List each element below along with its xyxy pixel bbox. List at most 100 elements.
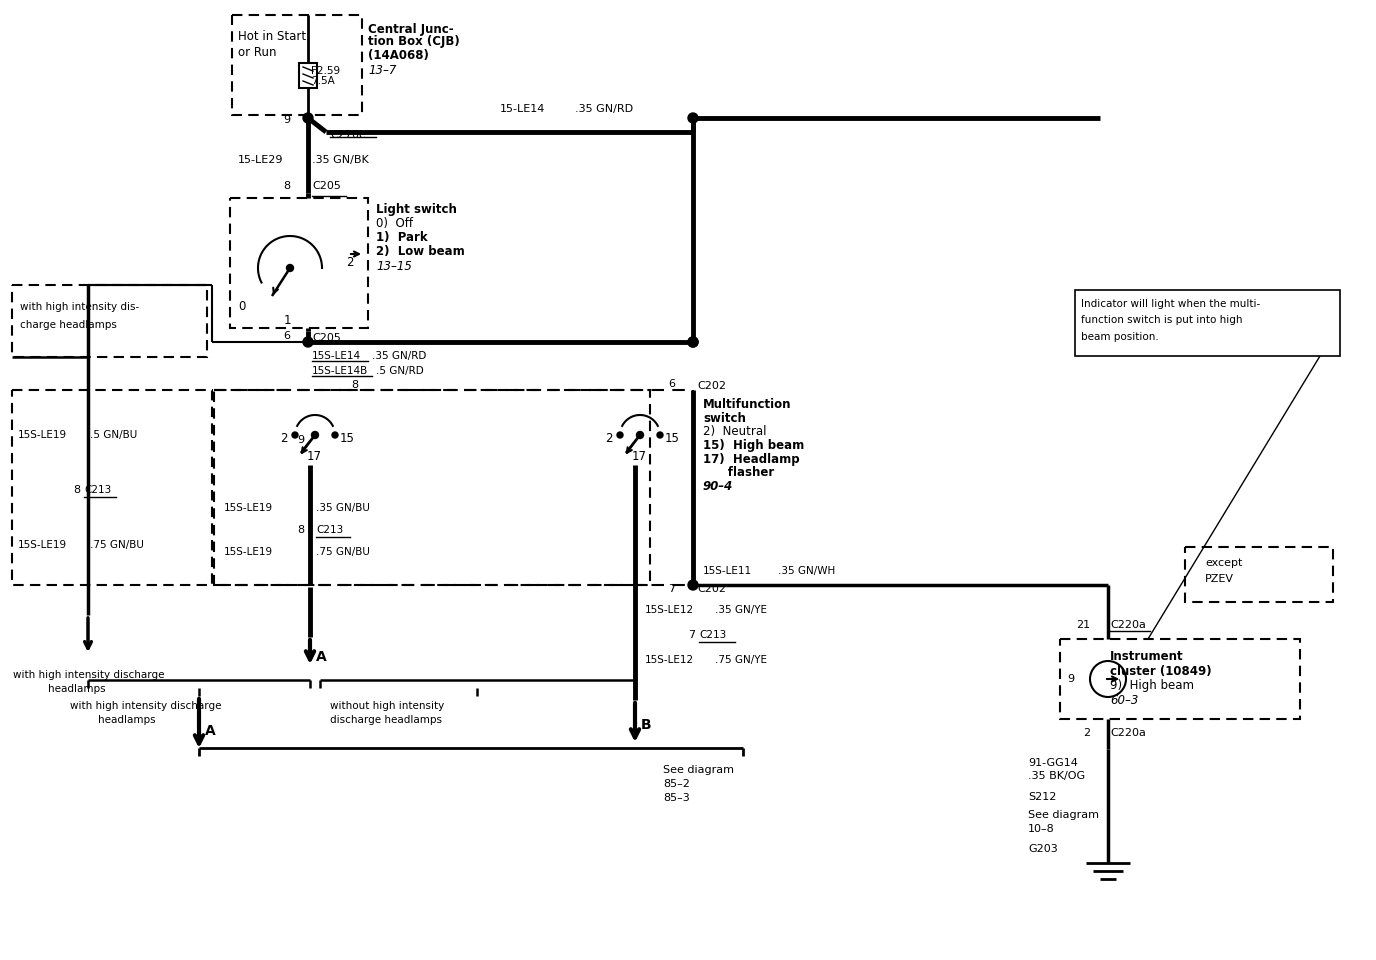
Text: See diagram: See diagram — [663, 765, 733, 775]
Text: 2: 2 — [605, 431, 612, 444]
Text: C213: C213 — [84, 485, 111, 495]
Text: .35 GN/BK: .35 GN/BK — [312, 155, 369, 165]
Bar — [12, 390, 212, 585]
Text: 2: 2 — [345, 256, 354, 270]
Text: 21: 21 — [1076, 620, 1090, 630]
Text: charge headlamps: charge headlamps — [21, 320, 117, 330]
Text: with high intensity discharge: with high intensity discharge — [70, 701, 222, 711]
Text: headlamps: headlamps — [98, 715, 155, 725]
Text: C202: C202 — [698, 584, 727, 594]
Text: 10–8: 10–8 — [1028, 824, 1055, 834]
Text: .75 GN/BU: .75 GN/BU — [316, 547, 370, 557]
Text: beam position.: beam position. — [1082, 332, 1159, 342]
Text: S212: S212 — [1028, 792, 1057, 802]
Text: F2.59: F2.59 — [311, 66, 340, 76]
Text: C220a: C220a — [1110, 620, 1146, 630]
Text: 9: 9 — [283, 115, 290, 125]
Text: .35 GN/YE: .35 GN/YE — [716, 605, 766, 615]
Bar — [233, 15, 362, 115]
Text: A: A — [205, 724, 216, 738]
Text: 15S-LE19: 15S-LE19 — [18, 430, 67, 440]
Text: G203: G203 — [1028, 844, 1058, 854]
Text: 7: 7 — [667, 584, 676, 594]
Bar — [1075, 290, 1340, 356]
Text: Hot in Start: Hot in Start — [238, 31, 305, 43]
Text: 15S-LE11: 15S-LE11 — [703, 566, 753, 576]
Bar — [215, 390, 649, 585]
Text: cluster (10849): cluster (10849) — [1110, 664, 1212, 678]
Text: 8: 8 — [73, 485, 80, 495]
Text: 13–7: 13–7 — [367, 63, 396, 77]
Circle shape — [688, 337, 698, 347]
Text: 85–2: 85–2 — [663, 779, 689, 789]
Text: 8: 8 — [283, 181, 290, 191]
Text: (14A068): (14A068) — [367, 49, 429, 61]
Text: with high intensity discharge: with high intensity discharge — [12, 670, 165, 680]
Text: Light switch: Light switch — [376, 204, 457, 217]
Text: 8: 8 — [351, 380, 358, 390]
Bar — [1060, 639, 1300, 719]
Text: switch: switch — [703, 412, 746, 424]
Text: C205: C205 — [312, 181, 341, 191]
Text: 15-LE29: 15-LE29 — [238, 155, 283, 165]
Text: C202: C202 — [698, 381, 727, 391]
Text: .75 GN/YE: .75 GN/YE — [716, 655, 766, 665]
Text: C213: C213 — [316, 525, 343, 535]
Text: 85–3: 85–3 — [663, 793, 689, 803]
Text: 90–4: 90–4 — [703, 479, 733, 492]
Bar — [1185, 547, 1333, 602]
Text: 0: 0 — [238, 300, 245, 313]
Text: C213: C213 — [699, 630, 727, 640]
Text: tion Box (CJB): tion Box (CJB) — [367, 36, 460, 49]
Text: 15S-LE14B: 15S-LE14B — [312, 366, 369, 376]
Bar — [12, 285, 206, 357]
Text: except: except — [1205, 558, 1243, 568]
Text: headlamps: headlamps — [48, 684, 106, 694]
Text: 6: 6 — [283, 331, 290, 341]
Text: 15S-LE14: 15S-LE14 — [312, 351, 361, 361]
Text: 2)  Low beam: 2) Low beam — [376, 246, 465, 258]
Text: flasher: flasher — [703, 466, 775, 478]
Text: 15)  High beam: 15) High beam — [703, 440, 804, 452]
Text: 15S-LE19: 15S-LE19 — [224, 547, 272, 557]
Text: 9: 9 — [297, 435, 304, 445]
Text: 6: 6 — [667, 379, 676, 389]
Circle shape — [688, 337, 698, 347]
Text: .35 GN/BU: .35 GN/BU — [316, 503, 370, 513]
Text: A: A — [316, 650, 326, 664]
Text: 2)  Neutral: 2) Neutral — [703, 425, 766, 439]
Text: .75 GN/BU: .75 GN/BU — [89, 540, 144, 550]
Text: with high intensity dis-: with high intensity dis- — [21, 302, 139, 312]
Text: 7.5A: 7.5A — [311, 76, 334, 86]
Text: C205: C205 — [312, 333, 341, 343]
Text: 15-LE14: 15-LE14 — [499, 104, 545, 114]
Text: Instrument: Instrument — [1110, 651, 1183, 663]
Text: B: B — [641, 718, 652, 732]
Text: 15S-LE12: 15S-LE12 — [645, 605, 694, 615]
Circle shape — [286, 265, 293, 272]
Bar — [230, 198, 367, 328]
Text: 17: 17 — [632, 450, 647, 464]
Text: 13–15: 13–15 — [376, 259, 411, 273]
Text: 91-GG14: 91-GG14 — [1028, 758, 1077, 768]
Text: 9)  High beam: 9) High beam — [1110, 680, 1194, 692]
Bar — [299, 63, 316, 88]
Text: or Run: or Run — [238, 45, 277, 59]
Text: 7: 7 — [688, 630, 695, 640]
Text: .5 GN/BU: .5 GN/BU — [89, 430, 138, 440]
Text: Indicator will light when the multi-: Indicator will light when the multi- — [1082, 299, 1260, 309]
Text: .5 GN/RD: .5 GN/RD — [376, 366, 424, 376]
Text: 8: 8 — [297, 525, 304, 535]
Text: .35 GN/RD: .35 GN/RD — [372, 351, 427, 361]
Circle shape — [637, 431, 644, 439]
Circle shape — [303, 113, 312, 123]
Circle shape — [616, 432, 623, 438]
Circle shape — [656, 432, 663, 438]
Text: Multifunction: Multifunction — [703, 397, 791, 411]
Text: 17)  Headlamp: 17) Headlamp — [703, 453, 799, 467]
Text: See diagram: See diagram — [1028, 810, 1099, 820]
Circle shape — [688, 580, 698, 590]
Text: 1)  Park: 1) Park — [376, 231, 428, 245]
Text: 2: 2 — [1083, 728, 1090, 738]
Circle shape — [688, 113, 698, 123]
